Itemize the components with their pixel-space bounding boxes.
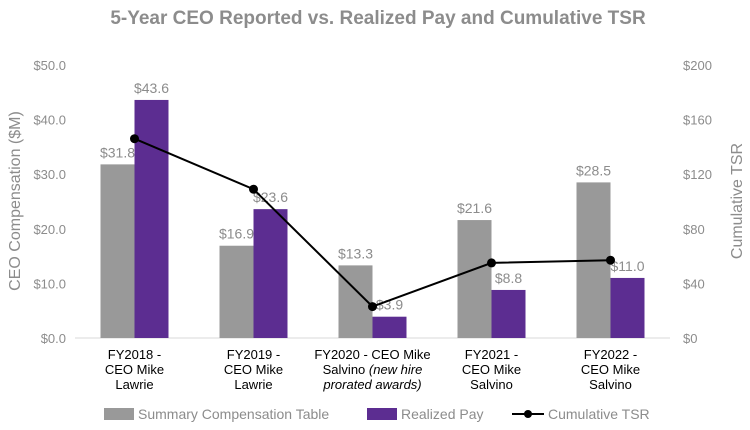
tsr-point bbox=[606, 255, 615, 265]
category-labels: FY2018 -CEO Mike Lawrie FY2019 -CEO Mike La… bbox=[105, 347, 640, 392]
right-tick-label: $160 bbox=[683, 113, 712, 128]
bar-realized bbox=[253, 209, 288, 338]
right-axis-title: Cumulative TSR bbox=[729, 143, 746, 259]
data-label-realized: $8.8 bbox=[495, 270, 522, 286]
legend-swatch-realized bbox=[367, 408, 397, 420]
tsr-point bbox=[487, 258, 496, 268]
tsr-point bbox=[368, 302, 377, 312]
bar-realized bbox=[491, 289, 526, 338]
bars: $31.8 $16.9 $13.3 $21.6 $28.5 $43.6 $23.6 $3.9 $… bbox=[100, 80, 645, 338]
legend-marker-tsr bbox=[524, 410, 532, 418]
legend-label-realized: Realized Pay bbox=[401, 406, 484, 422]
data-label-summary: $28.5 bbox=[576, 162, 611, 178]
right-axis: $0 $40 $80 $120 $160 $200 bbox=[683, 58, 712, 346]
tsr-point bbox=[130, 134, 139, 144]
chart-title: 5-Year CEO Reported vs. Realized Pay and… bbox=[110, 8, 646, 29]
legend-label-tsr: Cumulative TSR bbox=[548, 406, 650, 422]
tsr-line bbox=[130, 134, 615, 312]
bar-summary bbox=[457, 220, 492, 338]
category-label: FY2018 -CEO Mike Lawrie bbox=[105, 347, 164, 392]
left-tick-label: $0.0 bbox=[41, 331, 66, 346]
tsr-point bbox=[249, 184, 258, 194]
data-label-realized: $3.9 bbox=[376, 297, 403, 313]
legend-label-summary: Summary Compensation Table bbox=[138, 406, 329, 422]
bar-realized bbox=[610, 277, 645, 338]
data-label-summary: $31.8 bbox=[100, 144, 135, 160]
right-tick-label: $200 bbox=[683, 58, 712, 73]
category-label: FY2020 - CEO Mike Salvino (new hire prorat… bbox=[314, 347, 430, 392]
right-tick-label: $40 bbox=[683, 276, 705, 291]
left-tick-label: $50.0 bbox=[33, 58, 66, 73]
left-tick-label: $30.0 bbox=[33, 167, 66, 182]
legend: Summary Compensation Table Realized Pay … bbox=[104, 406, 650, 422]
right-tick-label: $0 bbox=[683, 331, 697, 346]
bar-realized bbox=[372, 316, 407, 338]
data-label-realized: $43.6 bbox=[134, 80, 169, 96]
data-label-realized: $11.0 bbox=[611, 258, 645, 274]
bar-summary bbox=[100, 164, 135, 338]
left-tick-label: $10.0 bbox=[33, 276, 66, 291]
data-label-summary: $13.3 bbox=[338, 245, 373, 261]
data-label-realized: $23.6 bbox=[253, 189, 288, 205]
left-axis-title: CEO Compensation ($M) bbox=[7, 111, 24, 291]
left-tick-label: $40.0 bbox=[33, 113, 66, 128]
data-label-summary: $16.9 bbox=[219, 226, 254, 242]
category-label: FY2022 -CEO Mike Salvino bbox=[581, 347, 640, 392]
left-axis: $0.0 $10.0 $20.0 $30.0 $40.0 $50.0 bbox=[33, 58, 66, 346]
data-label-summary: $21.6 bbox=[457, 200, 492, 216]
right-tick-label: $80 bbox=[683, 222, 705, 237]
category-label: FY2021 -CEO Mike Salvino bbox=[462, 347, 521, 392]
left-tick-label: $20.0 bbox=[33, 222, 66, 237]
category-label: FY2019 -CEO Mike Lawrie bbox=[224, 347, 283, 392]
right-tick-label: $120 bbox=[683, 167, 712, 182]
bar-summary bbox=[219, 245, 254, 338]
bar-realized bbox=[134, 99, 169, 338]
legend-swatch-summary bbox=[104, 408, 134, 420]
